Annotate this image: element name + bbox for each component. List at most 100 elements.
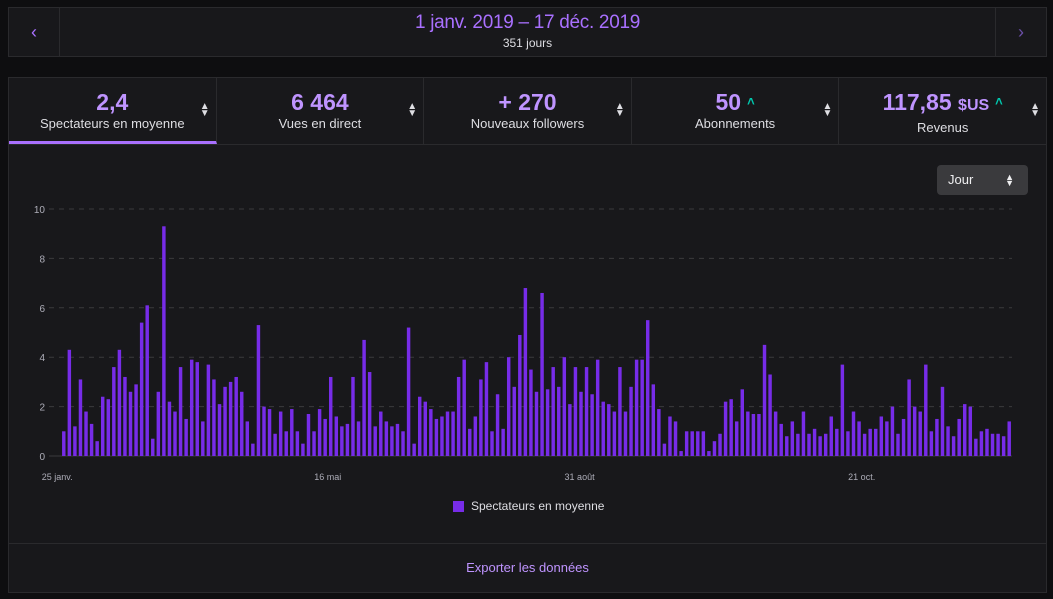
bar[interactable] — [301, 443, 305, 456]
bar[interactable] — [356, 421, 361, 456]
chart-legend[interactable]: Spectateurs en moyenne — [453, 499, 604, 513]
bar[interactable] — [306, 414, 311, 456]
bar[interactable] — [323, 418, 327, 456]
bar[interactable] — [1007, 421, 1011, 456]
bar[interactable] — [551, 367, 555, 456]
bar[interactable] — [251, 443, 255, 456]
bar[interactable] — [62, 431, 66, 456]
bar[interactable] — [662, 443, 667, 456]
bar[interactable] — [529, 369, 533, 456]
bar[interactable] — [523, 288, 528, 456]
bar[interactable] — [462, 359, 466, 456]
sort-icon[interactable]: ▲ ▼ — [614, 101, 625, 119]
bar[interactable] — [773, 411, 778, 456]
bar[interactable] — [468, 428, 472, 456]
bar[interactable] — [990, 433, 995, 456]
bar[interactable] — [178, 367, 183, 456]
bar[interactable] — [456, 376, 461, 456]
bar[interactable] — [167, 401, 172, 456]
bar[interactable] — [345, 423, 350, 456]
sort-icon[interactable]: ▲ ▼ — [199, 101, 210, 119]
bar[interactable] — [885, 421, 889, 456]
bar[interactable] — [545, 389, 550, 456]
bar[interactable] — [740, 389, 744, 456]
bar[interactable] — [312, 431, 316, 456]
bar[interactable] — [340, 426, 344, 456]
stat-tab-live-views[interactable]: 6 464 Vues en direct ▲ ▼ — [217, 78, 425, 144]
bar[interactable] — [690, 431, 694, 456]
bar[interactable] — [501, 428, 505, 456]
bar[interactable] — [879, 416, 884, 456]
bar[interactable] — [629, 386, 633, 456]
bar[interactable] — [423, 401, 427, 456]
bar[interactable] — [67, 349, 72, 456]
bar[interactable] — [273, 433, 277, 456]
bar[interactable] — [117, 349, 122, 456]
bar[interactable] — [601, 401, 605, 456]
bar[interactable] — [217, 404, 222, 456]
bar[interactable] — [451, 411, 455, 456]
bar[interactable] — [907, 379, 911, 456]
bar[interactable] — [134, 384, 138, 456]
bar[interactable] — [785, 436, 789, 456]
bar[interactable] — [189, 359, 194, 456]
bar[interactable] — [634, 359, 639, 456]
bar[interactable] — [612, 411, 617, 456]
bar[interactable] — [901, 418, 906, 456]
bar[interactable] — [412, 443, 416, 456]
bar[interactable] — [445, 411, 450, 456]
sort-icon[interactable]: ▲ ▼ — [407, 101, 418, 119]
bar[interactable] — [757, 414, 761, 456]
bar[interactable] — [267, 409, 272, 456]
chevron-left-icon[interactable]: ‹ — [9, 8, 60, 56]
bar[interactable] — [145, 305, 149, 456]
bar[interactable] — [946, 426, 950, 456]
bar[interactable] — [818, 436, 822, 456]
bar[interactable] — [568, 404, 572, 456]
bar[interactable] — [406, 327, 411, 456]
bar[interactable] — [95, 441, 99, 456]
bar[interactable] — [223, 386, 227, 456]
bar[interactable] — [951, 436, 956, 456]
bar[interactable] — [278, 411, 283, 456]
bar[interactable] — [929, 431, 934, 456]
bar[interactable] — [979, 431, 984, 456]
chevron-right-icon[interactable]: › — [995, 8, 1046, 56]
bar[interactable] — [329, 376, 333, 456]
bar[interactable] — [668, 416, 672, 456]
bar[interactable] — [924, 364, 928, 456]
bar[interactable] — [968, 406, 973, 456]
bar[interactable] — [562, 357, 567, 456]
bar[interactable] — [701, 431, 706, 456]
bar[interactable] — [790, 421, 795, 456]
bar[interactable] — [106, 399, 110, 456]
bar[interactable] — [495, 394, 500, 456]
bar[interactable] — [829, 416, 833, 456]
stat-tab-new-followers[interactable]: + 270 Nouveaux followers ▲ ▼ — [424, 78, 632, 144]
bar[interactable] — [317, 409, 322, 456]
bar[interactable] — [384, 421, 389, 456]
bar[interactable] — [840, 364, 845, 456]
bar[interactable] — [395, 423, 400, 456]
bar[interactable] — [206, 364, 211, 456]
bar[interactable] — [184, 418, 188, 456]
bar[interactable] — [162, 226, 166, 456]
bar[interactable] — [762, 344, 767, 456]
bar[interactable] — [89, 423, 94, 456]
bar[interactable] — [862, 433, 867, 456]
stat-tab-revenue[interactable]: 117,85 $US ˄ Revenus ▲ ▼ — [839, 78, 1046, 144]
bar[interactable] — [100, 396, 105, 456]
bar[interactable] — [985, 428, 989, 456]
bar[interactable] — [651, 384, 656, 456]
bar[interactable] — [195, 362, 199, 456]
bar[interactable] — [506, 357, 511, 456]
bar[interactable] — [779, 423, 783, 456]
bar[interactable] — [874, 428, 878, 456]
bar[interactable] — [479, 379, 483, 456]
bar[interactable] — [367, 372, 372, 456]
bar[interactable] — [590, 394, 594, 456]
bar[interactable] — [262, 406, 266, 456]
bar[interactable] — [156, 391, 161, 456]
bar[interactable] — [284, 431, 288, 456]
bar[interactable] — [295, 431, 300, 456]
